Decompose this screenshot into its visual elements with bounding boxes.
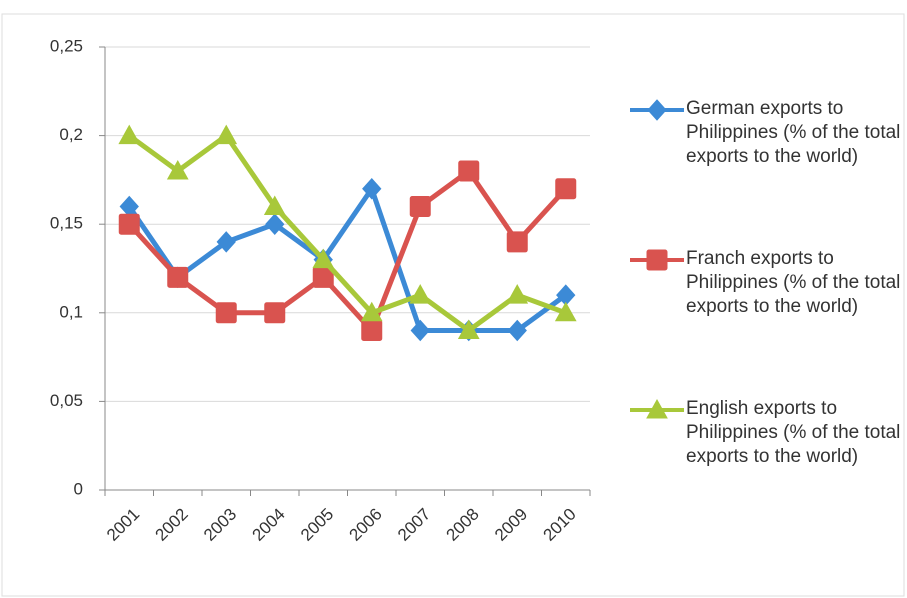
legend-marker	[647, 99, 667, 121]
point-marker	[118, 213, 140, 235]
x-tick-label: 2008	[443, 505, 483, 545]
point-marker	[118, 124, 141, 145]
point-marker	[409, 284, 432, 304]
point-marker	[167, 266, 189, 288]
point-marker	[506, 284, 529, 304]
legend-label: English exports to Philippines (% of the…	[686, 398, 901, 467]
legend-label: German exports to Philippines (% of the …	[686, 98, 901, 167]
point-marker	[506, 231, 528, 253]
x-tick-label: 2010	[540, 505, 580, 545]
y-tick-label: 0,15	[50, 214, 83, 233]
x-tick-label: 2002	[152, 505, 192, 545]
point-marker	[216, 231, 236, 253]
x-tick-label: 2001	[103, 505, 143, 545]
point-marker	[410, 319, 430, 342]
point-marker	[361, 320, 383, 342]
series-line	[127, 186, 568, 334]
y-tick-label: 0,25	[50, 36, 83, 55]
x-tick-label: 2006	[346, 505, 386, 545]
point-marker	[555, 178, 577, 200]
point-marker	[362, 178, 382, 200]
point-marker	[360, 301, 383, 322]
point-marker	[554, 301, 577, 322]
x-tick-label: 2003	[200, 505, 240, 545]
point-marker	[215, 124, 238, 145]
point-marker	[264, 302, 286, 324]
series-line	[127, 168, 568, 334]
point-marker	[457, 319, 480, 340]
y-tick-label: 0,1	[59, 302, 83, 321]
x-tick-label: 2005	[297, 505, 337, 545]
chart-border	[1, 13, 905, 597]
point-marker	[263, 195, 286, 215]
point-marker	[312, 248, 335, 269]
y-tick-label: 0,2	[59, 125, 83, 144]
x-tick-label: 2007	[394, 505, 434, 545]
x-tick-label: 2004	[249, 505, 289, 545]
x-tick-label: 2009	[491, 505, 531, 545]
point-marker	[215, 302, 237, 324]
point-marker	[166, 160, 189, 180]
point-marker	[409, 195, 431, 217]
y-tick-label: 0,05	[50, 391, 83, 410]
series-line	[127, 133, 567, 334]
point-marker	[265, 213, 285, 235]
legend-label: Franch exports to Philippines (% of the …	[686, 248, 901, 317]
legend-marker	[646, 398, 668, 419]
legend-marker	[646, 249, 668, 271]
y-tick-label: 0	[74, 479, 83, 498]
point-marker	[507, 319, 527, 342]
point-marker	[458, 160, 480, 182]
